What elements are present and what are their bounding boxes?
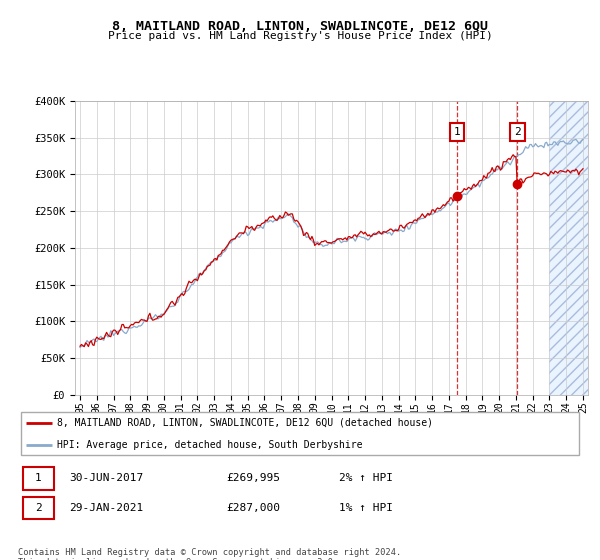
Text: £269,995: £269,995 — [227, 473, 281, 483]
Text: 2: 2 — [514, 127, 521, 137]
Text: 8, MAITLAND ROAD, LINTON, SWADLINCOTE, DE12 6QU (detached house): 8, MAITLAND ROAD, LINTON, SWADLINCOTE, D… — [58, 418, 433, 428]
FancyBboxPatch shape — [23, 497, 53, 519]
Text: 1% ↑ HPI: 1% ↑ HPI — [340, 503, 394, 513]
FancyBboxPatch shape — [21, 412, 579, 455]
Text: 2: 2 — [35, 503, 41, 513]
Bar — [550, 101, 588, 395]
Text: Contains HM Land Registry data © Crown copyright and database right 2024.
This d: Contains HM Land Registry data © Crown c… — [18, 548, 401, 560]
Bar — [550, 101, 588, 395]
Text: Price paid vs. HM Land Registry's House Price Index (HPI): Price paid vs. HM Land Registry's House … — [107, 31, 493, 41]
Text: 2% ↑ HPI: 2% ↑ HPI — [340, 473, 394, 483]
Text: 30-JUN-2017: 30-JUN-2017 — [69, 473, 143, 483]
Text: £287,000: £287,000 — [227, 503, 281, 513]
Text: 1: 1 — [454, 127, 461, 137]
Text: 29-JAN-2021: 29-JAN-2021 — [69, 503, 143, 513]
Text: HPI: Average price, detached house, South Derbyshire: HPI: Average price, detached house, Sout… — [58, 440, 363, 450]
FancyBboxPatch shape — [23, 467, 53, 489]
Text: 8, MAITLAND ROAD, LINTON, SWADLINCOTE, DE12 6QU: 8, MAITLAND ROAD, LINTON, SWADLINCOTE, D… — [112, 20, 488, 32]
Text: 1: 1 — [35, 473, 41, 483]
